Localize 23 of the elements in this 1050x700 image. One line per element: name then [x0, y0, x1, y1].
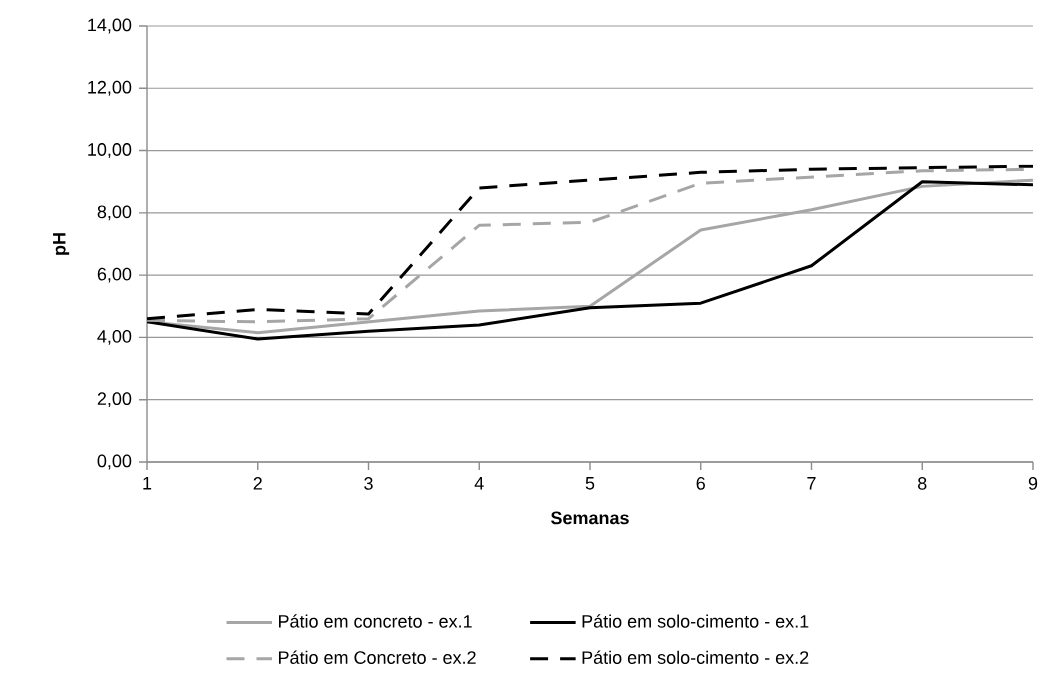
- y-tick-label: 14,00: [88, 18, 132, 34]
- y-tick-label: 10,00: [88, 143, 132, 158]
- x-axis-title: Semanas: [551, 511, 629, 525]
- y-tick-label: 12,00: [88, 80, 132, 96]
- y-axis-title: pH: [53, 233, 70, 255]
- legend-label: Pátio em solo-cimento - ex.1: [582, 614, 809, 628]
- x-tick-label: 2: [253, 477, 262, 490]
- x-tick-label: 5: [585, 477, 595, 490]
- y-tick-label: 6,00: [97, 267, 132, 283]
- x-tick-label: 8: [918, 477, 927, 490]
- x-tick-label: 4: [474, 477, 484, 490]
- x-tick-label: 7: [807, 477, 816, 490]
- legend-label: Pátio em Concreto - ex.2: [279, 650, 476, 664]
- legend-label: Pátio em concreto - ex.1: [279, 614, 472, 628]
- y-tick-label: 8,00: [97, 205, 132, 221]
- y-tick-label: 2,00: [97, 392, 132, 408]
- legend-label: Pátio em solo-cimento - ex.2: [582, 650, 809, 664]
- y-tick-label: 4,00: [97, 329, 132, 345]
- x-tick-label: 1: [143, 477, 152, 490]
- y-tick-label: 0,00: [97, 454, 132, 470]
- x-tick-label: 9: [1028, 477, 1038, 490]
- x-tick-label: 6: [696, 477, 705, 490]
- x-tick-label: 3: [364, 477, 373, 490]
